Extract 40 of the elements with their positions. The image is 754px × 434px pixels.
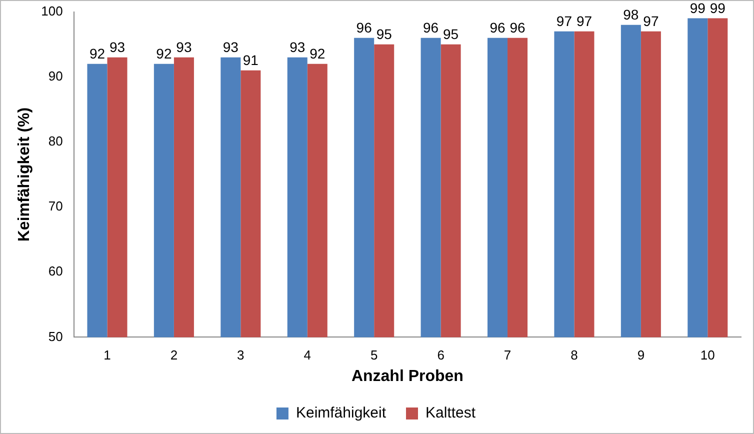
y-tick-label: 100: [41, 3, 63, 18]
x-tick-label: 5: [370, 348, 378, 363]
data-label: 93: [290, 39, 306, 56]
data-label: 92: [89, 46, 106, 62]
x-tick-label: 10: [700, 348, 715, 363]
y-tick-label: 60: [48, 264, 63, 279]
data-label: 96: [356, 20, 372, 36]
x-tick-label: 4: [304, 348, 311, 363]
x-axis-title: Anzahl Proben: [351, 368, 464, 385]
legend-label: Kalttest: [426, 404, 476, 422]
x-tick-label: 9: [637, 348, 645, 363]
data-label: 92: [310, 46, 326, 62]
data-label: 96: [510, 20, 526, 36]
data-label: 96: [490, 20, 506, 36]
y-tick-label: 50: [48, 328, 63, 344]
data-label: 95: [376, 26, 392, 42]
data-label: 95: [443, 26, 459, 42]
y-tick-label: 70: [48, 198, 63, 214]
y-axis-title: Keimfähigkeit (%): [16, 107, 34, 242]
x-tick-label: 3: [237, 348, 244, 363]
data-label: 96: [423, 20, 439, 36]
legend-label: Keimfähigkeit: [296, 404, 387, 422]
data-label: 99: [710, 0, 726, 16]
x-tick-label: 6: [437, 348, 444, 363]
y-tick-label: 80: [48, 134, 63, 149]
data-label: 91: [242, 52, 259, 68]
data-label: 93: [109, 39, 126, 56]
data-label: 98: [623, 6, 639, 23]
data-label: 97: [556, 13, 572, 30]
data-label: 97: [576, 13, 592, 30]
data-label: 93: [176, 39, 192, 56]
data-label: 93: [222, 39, 239, 56]
x-tick-label: 8: [570, 348, 578, 363]
x-tick-label: 7: [504, 348, 512, 363]
x-tick-label: 1: [104, 348, 111, 363]
data-label: 99: [690, 0, 706, 16]
x-tick-label: 2: [170, 348, 178, 363]
data-label: 92: [156, 46, 172, 62]
data-label: 97: [643, 13, 659, 30]
y-tick-label: 90: [48, 68, 63, 84]
